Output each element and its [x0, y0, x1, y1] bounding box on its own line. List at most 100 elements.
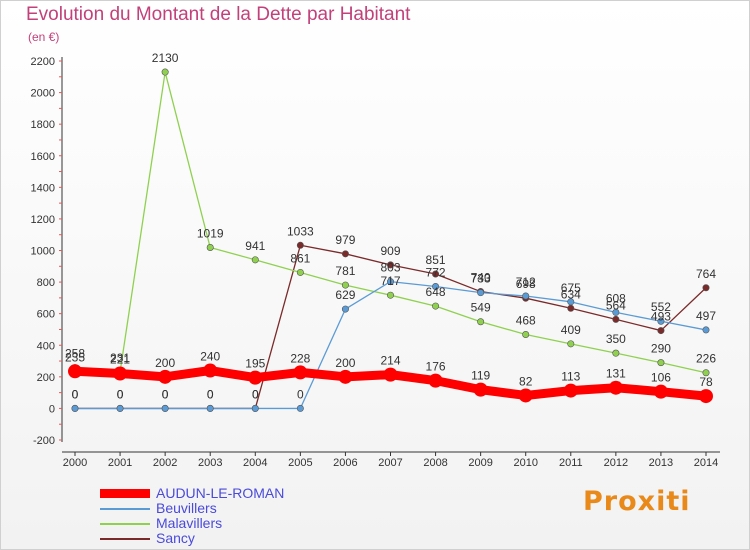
data-point: [702, 326, 710, 334]
data-label: 712: [516, 275, 536, 289]
data-label: 200: [335, 356, 355, 370]
data-point: [432, 302, 440, 310]
data-label: 493: [651, 310, 671, 324]
chart-title: Evolution du Montant de la Dette par Hab…: [26, 4, 411, 25]
data-label: 409: [561, 323, 581, 337]
data-point: [657, 327, 665, 335]
data-point: [522, 292, 530, 300]
legend-swatch: [100, 508, 150, 510]
x-tick-label: 2002: [153, 457, 177, 469]
data-point: [567, 298, 575, 306]
y-tick-label: 2200: [31, 56, 55, 68]
data-point: [612, 308, 620, 316]
legend-swatch: [100, 523, 150, 525]
data-label: 781: [335, 264, 355, 278]
data-point: [68, 364, 82, 379]
data-point: [563, 383, 578, 398]
y-tick-label: -200: [33, 435, 55, 447]
legend-label: AUDUN-LE-ROMAN: [156, 485, 285, 501]
x-tick-label: 2013: [649, 457, 673, 469]
data-point: [341, 250, 349, 258]
data-label: 564: [606, 298, 626, 312]
y-tick-label: 1800: [31, 119, 55, 131]
legend-swatch: [100, 489, 150, 498]
data-point: [203, 363, 218, 378]
data-label: 740: [471, 271, 491, 285]
y-tick-label: 1600: [31, 151, 55, 163]
data-point: [296, 268, 304, 276]
data-point: [612, 315, 620, 323]
x-tick-label: 2012: [604, 457, 628, 469]
data-point: [699, 389, 713, 404]
data-label: 131: [606, 367, 626, 381]
data-point: [428, 373, 443, 388]
data-point: [386, 261, 394, 269]
data-point: [296, 404, 304, 412]
data-label: 764: [696, 267, 716, 281]
data-point: [702, 284, 710, 292]
data-label: 0: [252, 387, 259, 401]
data-label: 235: [65, 350, 85, 364]
x-tick-label: 2000: [63, 457, 87, 469]
data-label: 717: [380, 274, 400, 288]
data-label: 0: [207, 387, 214, 401]
data-label: 195: [245, 357, 265, 371]
data-label: 0: [72, 387, 79, 401]
data-label: 941: [245, 239, 265, 253]
data-label: 350: [606, 332, 626, 346]
x-tick-label: 2010: [513, 457, 537, 469]
data-label: 0: [252, 387, 259, 401]
x-tick-label: 2011: [559, 457, 583, 469]
data-point: [477, 289, 485, 297]
data-point: [657, 359, 665, 367]
data-point: [158, 369, 173, 384]
data-point: [432, 283, 440, 291]
data-label: 0: [162, 387, 169, 401]
x-tick-label: 2003: [198, 457, 222, 469]
legend-label: Sancy: [156, 530, 195, 546]
data-label: 698: [516, 277, 536, 291]
data-point: [473, 382, 488, 397]
data-label: 552: [651, 300, 671, 314]
data-label: 176: [426, 360, 446, 374]
data-label: 214: [380, 354, 400, 368]
legend-label: Malavillers: [156, 515, 223, 531]
data-point: [251, 256, 259, 264]
y-tick-label: 1000: [31, 246, 55, 258]
data-point: [386, 291, 394, 299]
data-label: 629: [335, 288, 355, 302]
chart-subtitle: (en €): [28, 30, 60, 44]
data-label: 851: [426, 253, 446, 267]
data-label: 228: [290, 351, 310, 365]
data-label: 231: [110, 351, 130, 365]
data-label: 258: [65, 347, 85, 361]
data-label: 733: [471, 272, 491, 286]
data-point: [432, 270, 440, 278]
data-label: 0: [117, 387, 124, 401]
data-point: [653, 384, 668, 399]
data-point: [293, 365, 308, 380]
series-line: [74, 71, 707, 374]
data-point: [341, 305, 349, 313]
data-label: 290: [651, 342, 671, 356]
data-point: [477, 318, 485, 326]
data-point: [116, 404, 124, 412]
data-label: 106: [651, 371, 671, 385]
data-point: [612, 349, 620, 357]
data-label: 648: [426, 285, 446, 299]
y-tick-label: 200: [37, 372, 55, 384]
data-label: 909: [380, 244, 400, 258]
y-tick-label: 1200: [31, 214, 55, 226]
x-tick-label: 2014: [694, 457, 718, 469]
data-label: 497: [696, 309, 716, 323]
data-label: 226: [696, 352, 716, 366]
data-point: [161, 68, 169, 76]
data-label: 549: [471, 301, 491, 315]
data-point: [657, 317, 665, 325]
data-label: 240: [200, 350, 220, 364]
legend-swatch: [100, 538, 150, 540]
data-label: 119: [471, 369, 490, 383]
data-label: 0: [72, 387, 79, 401]
